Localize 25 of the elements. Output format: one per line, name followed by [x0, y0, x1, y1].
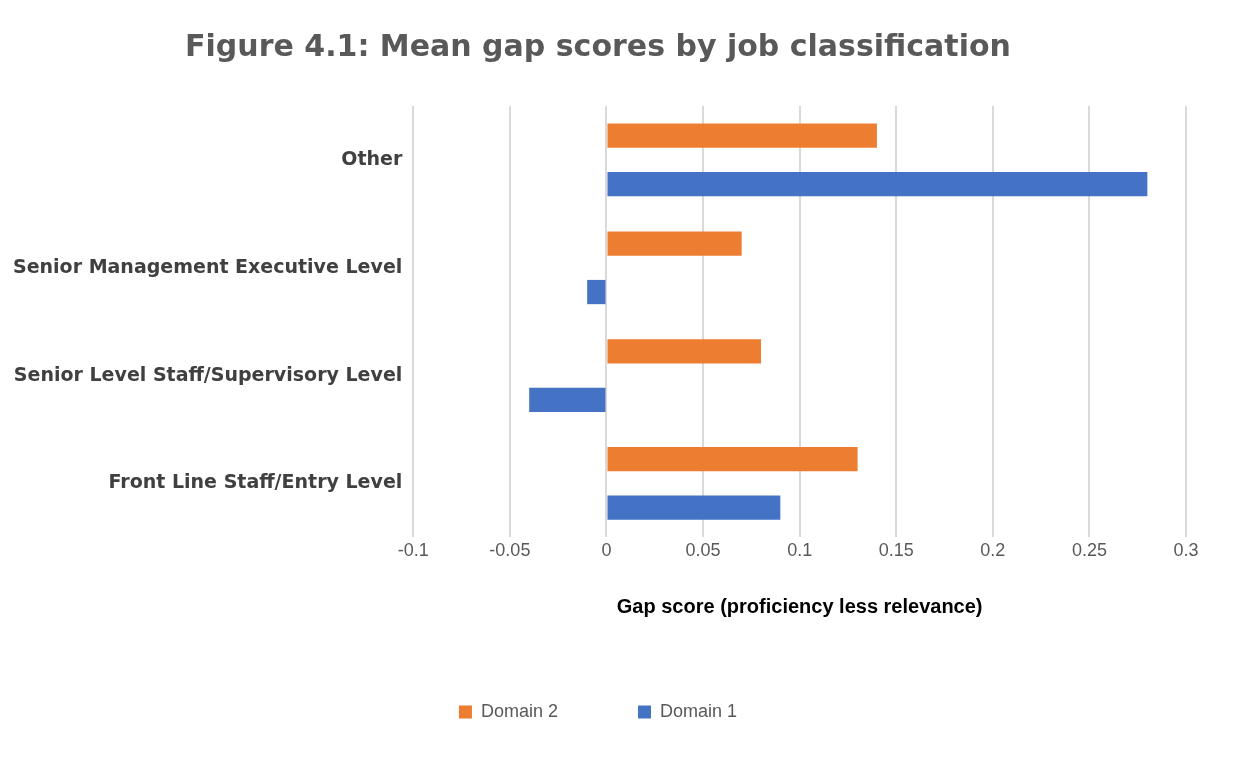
- bar: [607, 231, 742, 256]
- bar: [607, 172, 1148, 197]
- bar: [607, 339, 762, 364]
- x-tick-label: -0.05: [489, 540, 531, 561]
- x-tick-label: 0: [601, 540, 612, 561]
- chart-title: Figure 4.1: Mean gap scores by job classification: [185, 27, 1011, 63]
- x-tick-label: -0.1: [397, 540, 429, 561]
- x-tick-label: 0.3: [1173, 540, 1199, 561]
- x-tick-label: 0.1: [787, 540, 813, 561]
- x-tick-label: 0.05: [685, 540, 721, 561]
- x-tick-label: 0.25: [1071, 540, 1107, 561]
- y-tick-label: Other: [341, 146, 403, 169]
- x-axis-title: Gap score (proficiency less relevance): [616, 594, 983, 617]
- legend-label: Domain 2: [480, 700, 559, 721]
- bar: [607, 495, 781, 520]
- bar: [529, 387, 606, 413]
- bar: [587, 279, 606, 305]
- x-tick-label: 0.15: [878, 540, 914, 561]
- y-tick-label: Senior Management Executive Level: [12, 254, 403, 277]
- legend-label: Domain 1: [660, 700, 738, 721]
- y-tick-label: Front Line Staff/Entry Level: [108, 470, 403, 493]
- bar: [607, 447, 858, 472]
- y-tick-label: Senior Level Staff/Supervisory Level: [13, 362, 403, 385]
- bar: [607, 123, 877, 148]
- x-tick-label: 0.2: [980, 540, 1006, 561]
